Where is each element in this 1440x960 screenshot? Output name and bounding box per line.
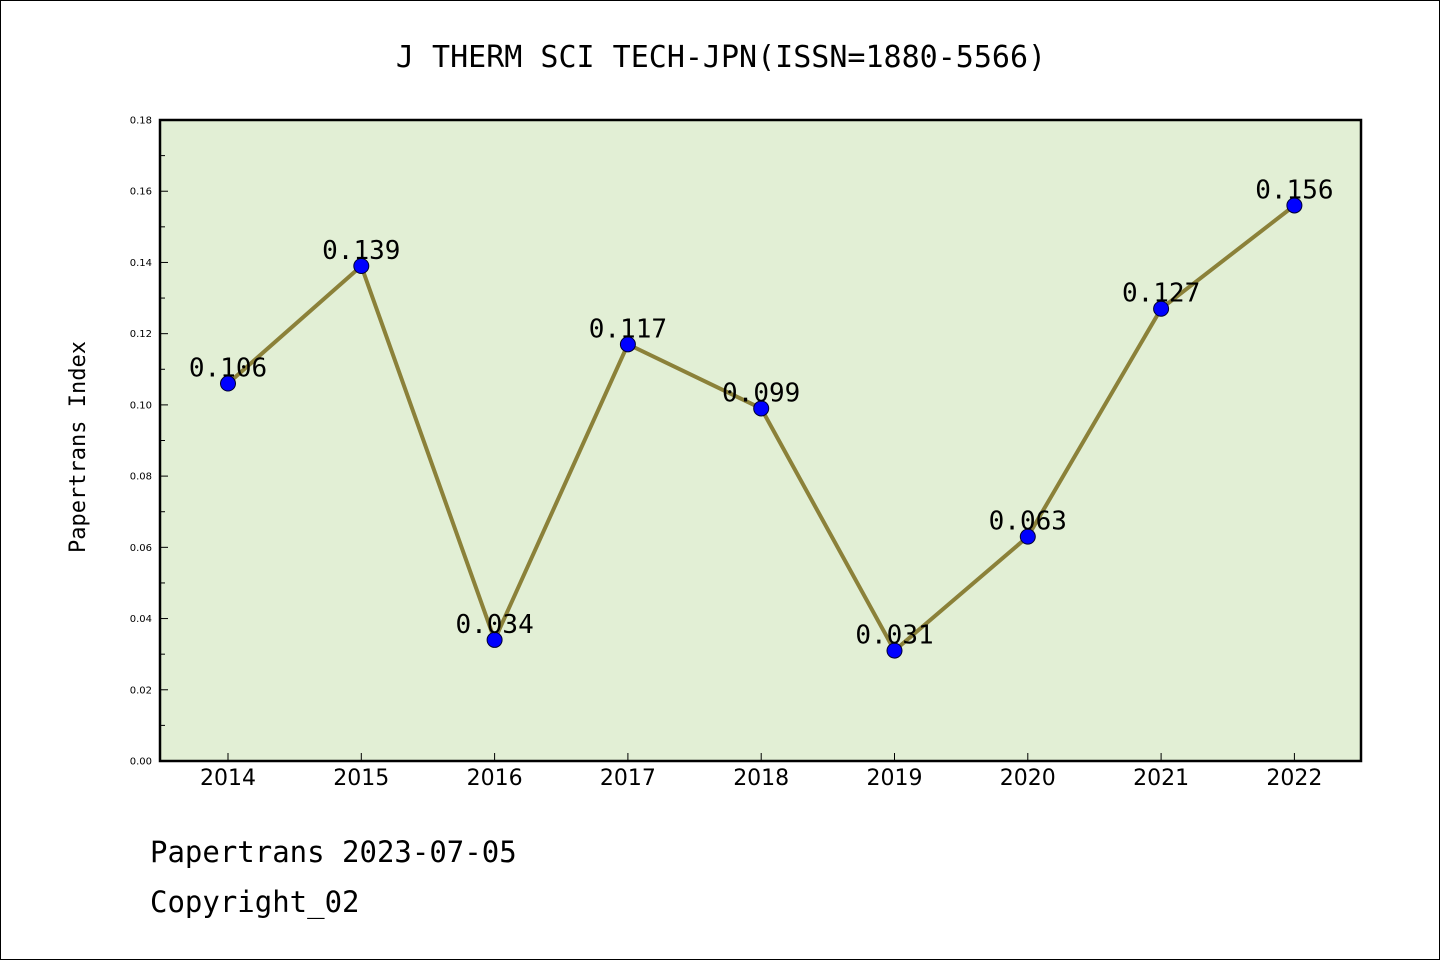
data-point-marker — [486, 631, 503, 648]
y-tick-label: 0.16 — [130, 187, 152, 198]
x-tick-label: 2019 — [867, 766, 923, 791]
data-point-marker — [1153, 300, 1170, 317]
footer-copyright-text: Copyright_02 — [150, 885, 360, 919]
y-tick-label: 0.02 — [130, 685, 152, 696]
data-label: 0.106 — [189, 354, 267, 384]
y-axis-label: Papertrans Index — [66, 341, 91, 553]
y-tick-label: 0.06 — [130, 543, 152, 554]
data-point-marker — [753, 400, 770, 417]
plot-background — [160, 120, 1361, 761]
data-label: 0.034 — [455, 610, 533, 640]
y-tick-label: 0.18 — [130, 116, 152, 127]
x-tick-label: 2015 — [333, 766, 389, 791]
x-tick-label: 2021 — [1133, 766, 1189, 791]
y-tick-label: 0.08 — [130, 472, 152, 483]
data-point-marker — [353, 258, 370, 275]
y-tick-label: 0.04 — [130, 614, 152, 625]
data-label: 0.099 — [722, 378, 800, 408]
data-point-marker — [1286, 197, 1303, 214]
footer-date-text: Papertrans 2023-07-05 — [150, 835, 517, 869]
x-tick-label: 2022 — [1266, 766, 1322, 791]
data-label: 0.063 — [989, 507, 1067, 537]
x-tick-label: 2014 — [200, 766, 256, 791]
chart-title: J THERM SCI TECH-JPN(ISSN=1880-5566) — [396, 40, 1046, 75]
data-label: 0.127 — [1122, 279, 1200, 309]
data-label: 0.031 — [855, 621, 933, 651]
data-label: 0.156 — [1255, 175, 1333, 205]
x-tick-label: 2017 — [600, 766, 656, 791]
x-tick-label: 2016 — [467, 766, 523, 791]
y-tick-label: 0.00 — [130, 757, 152, 768]
data-point-marker — [619, 336, 636, 353]
data-point-marker — [886, 642, 903, 659]
y-tick-label: 0.14 — [130, 258, 152, 269]
x-tick-label: 2018 — [733, 766, 789, 791]
plot-area: 0.00 0.02 0.04 0.06 0.08 0.10 0.12 0.14 0.16 0.18… — [130, 116, 1363, 791]
data-point-marker — [220, 375, 236, 392]
y-tick-label: 0.12 — [130, 329, 152, 340]
x-tick-label: 2020 — [1000, 766, 1056, 791]
data-point-marker — [1019, 528, 1036, 545]
plot-frame — [158, 118, 1363, 763]
y-tick-label: 0.10 — [130, 400, 152, 411]
data-label: 0.117 — [589, 314, 667, 344]
data-label: 0.139 — [322, 236, 400, 266]
